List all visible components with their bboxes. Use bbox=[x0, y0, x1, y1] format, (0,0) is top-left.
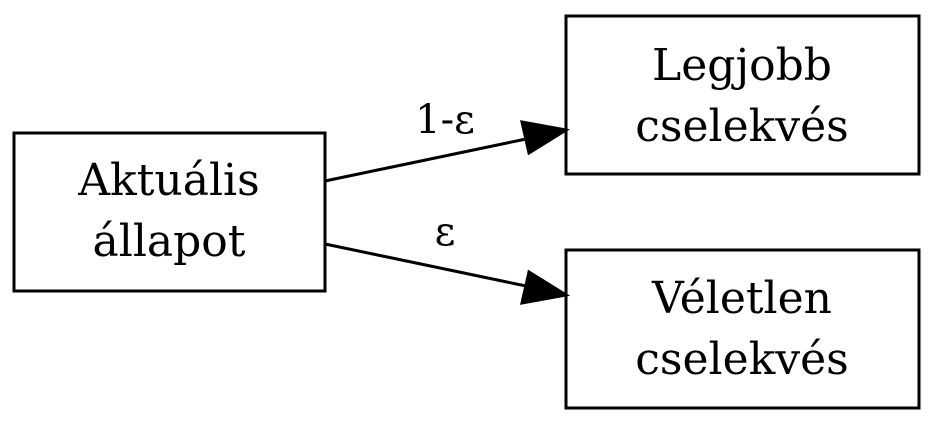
node-random-action: Véletlen cselekvés bbox=[564, 248, 921, 410]
node-current-state-line2: állapot bbox=[93, 216, 246, 267]
node-best-action-box bbox=[564, 14, 921, 176]
node-current-state: Aktuális állapot bbox=[12, 131, 327, 293]
edge-to-random-action: ε bbox=[324, 209, 571, 305]
edge-to-best-action-line bbox=[324, 137, 527, 183]
node-best-action-line2: cselekvés bbox=[635, 101, 849, 152]
edge-to-best-action-arrowhead bbox=[520, 120, 571, 156]
node-random-action-line1: Véletlen bbox=[651, 273, 832, 324]
edge-to-best-action-label: 1-ε bbox=[415, 97, 475, 143]
edge-to-random-action-label: ε bbox=[435, 209, 456, 255]
edge-to-best-action: 1-ε bbox=[324, 97, 571, 183]
node-best-action-line1: Legjobb bbox=[652, 40, 832, 91]
node-current-state-line1: Aktuális bbox=[77, 155, 259, 206]
node-random-action-box bbox=[564, 248, 921, 410]
edge-to-random-action-line bbox=[324, 242, 527, 288]
node-random-action-line2: cselekvés bbox=[635, 334, 849, 385]
edge-to-random-action-arrowhead bbox=[520, 269, 571, 305]
node-current-state-box bbox=[12, 131, 327, 293]
node-best-action: Legjobb cselekvés bbox=[564, 14, 921, 176]
